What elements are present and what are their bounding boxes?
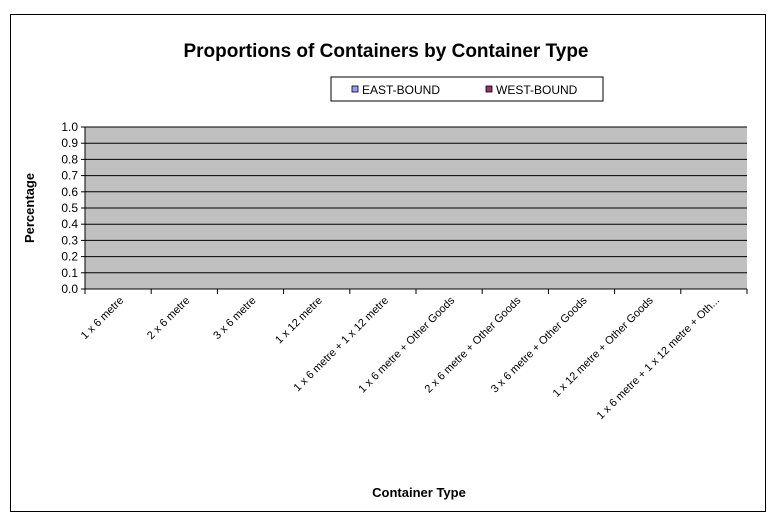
x-tick-label: 2 x 6 metre <box>145 295 192 342</box>
y-axis: 0.0 0.1 0.2 0.3 0.4 0.5 0.6 0.7 0.8 0.9 1.0 <box>61 120 86 296</box>
chart-frame: Proportions of Containers by Container T… <box>10 14 766 512</box>
legend-label-west-bound: WEST-BOUND <box>496 83 578 97</box>
y-tick-label: 0.6 <box>61 185 78 199</box>
y-tick-label: 0.8 <box>61 152 78 166</box>
y-tick-label: 0.0 <box>61 282 78 296</box>
legend-label-east-bound: EAST-BOUND <box>362 83 440 97</box>
legend-box <box>330 76 604 102</box>
x-axis: 1 x 6 metre 2 x 6 metre 3 x 6 metre 1 x 12 … <box>79 288 748 422</box>
x-tick-label: 1 x 12 metre <box>273 295 325 347</box>
legend-swatch-west-bound <box>485 85 493 93</box>
y-axis-title: Percentage <box>22 173 37 243</box>
x-tick-label: 1 x 6 metre <box>79 295 126 342</box>
x-tick-label: 3 x 6 metre <box>211 295 258 342</box>
chart-title: Proportions of Containers by Container T… <box>183 41 588 62</box>
gridlines <box>85 126 747 274</box>
y-tick-label: 0.3 <box>61 233 78 247</box>
x-tick-label: 1 x 6 metre + 1 x 12 metre + Oth... <box>595 295 722 422</box>
y-tick-label: 0.2 <box>61 250 78 264</box>
y-tick-label: 0.7 <box>61 169 78 183</box>
chart-svg: Proportions of Containers by Container T… <box>22 41 748 500</box>
y-tick-label: 0.4 <box>61 217 78 231</box>
legend-swatch-east-bound <box>351 85 359 93</box>
y-tick-label: 0.1 <box>61 266 78 280</box>
x-axis-title: Container Type <box>372 485 466 500</box>
y-tick-label: 0.5 <box>61 201 78 215</box>
legend: EAST-BOUND WEST-BOUND <box>330 76 604 102</box>
y-tick-label: 0.9 <box>61 136 78 150</box>
y-tick-label: 1.0 <box>61 120 78 134</box>
